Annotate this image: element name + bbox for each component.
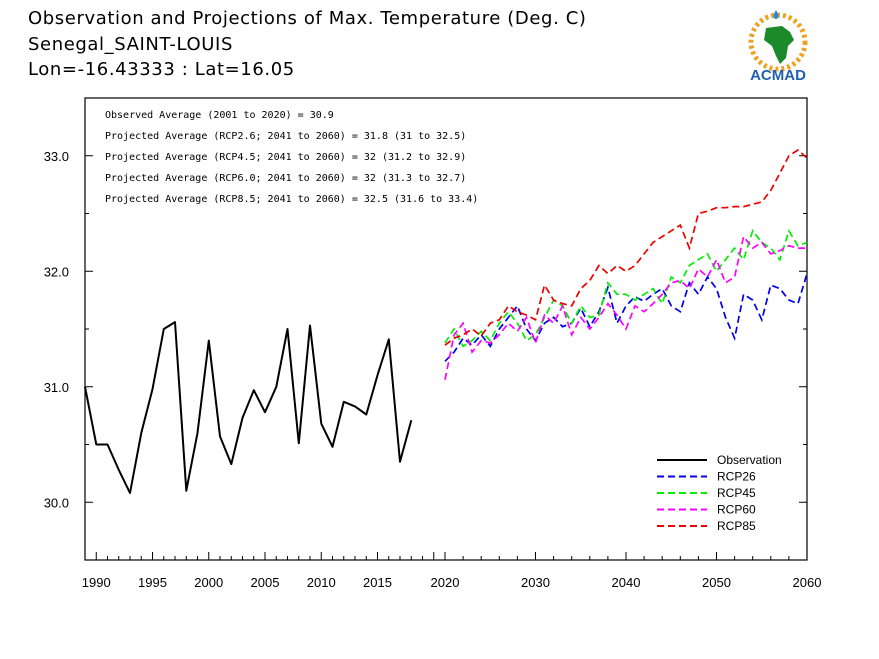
station-name: Senegal_SAINT-LOUIS: [28, 34, 233, 55]
stat-annotation: Projected Average (RCP2.6; 2041 to 2060)…: [105, 131, 466, 142]
x-tick-label-observed: 1990: [82, 575, 111, 590]
x-tick-label-projection: 2060: [793, 575, 822, 590]
observation-line: [84, 321, 413, 494]
stat-annotation: Observed Average (2001 to 2020) = 30.9: [105, 110, 334, 121]
y-tick-label: 33.0: [44, 149, 69, 164]
stat-annotation: Projected Average (RCP6.0; 2041 to 2060)…: [105, 173, 466, 184]
observation-series: [84, 321, 413, 494]
legend-label: RCP85: [717, 519, 756, 533]
x-tick-label-observed: 2015: [363, 575, 392, 590]
plot-frame: [84, 97, 808, 561]
x-tick-label-projection: 2020: [431, 575, 460, 590]
series-line-rcp85: [444, 148, 808, 346]
legend-label: RCP26: [717, 470, 756, 484]
y-tick-label: 31.0: [44, 380, 69, 395]
series-line-rcp45: [444, 228, 808, 348]
x-tick-label-projection: 2050: [702, 575, 731, 590]
chart-axes: 30.0 31.0 32.0 33.0 1990 1995 2000 2005 2010 2015…: [44, 97, 822, 590]
x-tick-label-observed: 2010: [307, 575, 336, 590]
africa-map-logo: [748, 10, 808, 72]
legend-label: RCP60: [717, 503, 756, 517]
chart-title: Observation and Projections of Max. Temp…: [28, 8, 587, 29]
legend-label: RCP45: [717, 486, 756, 500]
stat-annotation: Projected Average (RCP8.5; 2041 to 2060)…: [105, 194, 478, 205]
x-tick-label-projection: 2030: [521, 575, 550, 590]
x-tick-label-observed: 2005: [251, 575, 280, 590]
coordinates-label: Lon=-16.43333 : Lat=16.05: [28, 59, 295, 80]
x-tick-label-projection: 2040: [612, 575, 641, 590]
projection-series: [444, 148, 808, 380]
series-line-rcp60: [444, 234, 807, 380]
stats-annotations: Observed Average (2001 to 2020) = 30.9 Pr…: [105, 110, 478, 205]
x-tick-label-observed: 2000: [194, 575, 223, 590]
stat-annotation: Projected Average (RCP4.5; 2041 to 2060)…: [105, 152, 466, 163]
acmad-logo: ACMAD: [738, 6, 818, 84]
series-line-rcp26: [444, 273, 808, 362]
y-tick-label: 32.0: [44, 264, 69, 279]
legend-label: Observation: [717, 453, 782, 467]
chart-legend: Observation RCP26 RCP45 RCP60 RCP85: [657, 453, 782, 533]
y-tick-label: 30.0: [44, 495, 69, 510]
logo-text: ACMAD: [750, 67, 806, 84]
x-tick-label-observed: 1995: [138, 575, 167, 590]
